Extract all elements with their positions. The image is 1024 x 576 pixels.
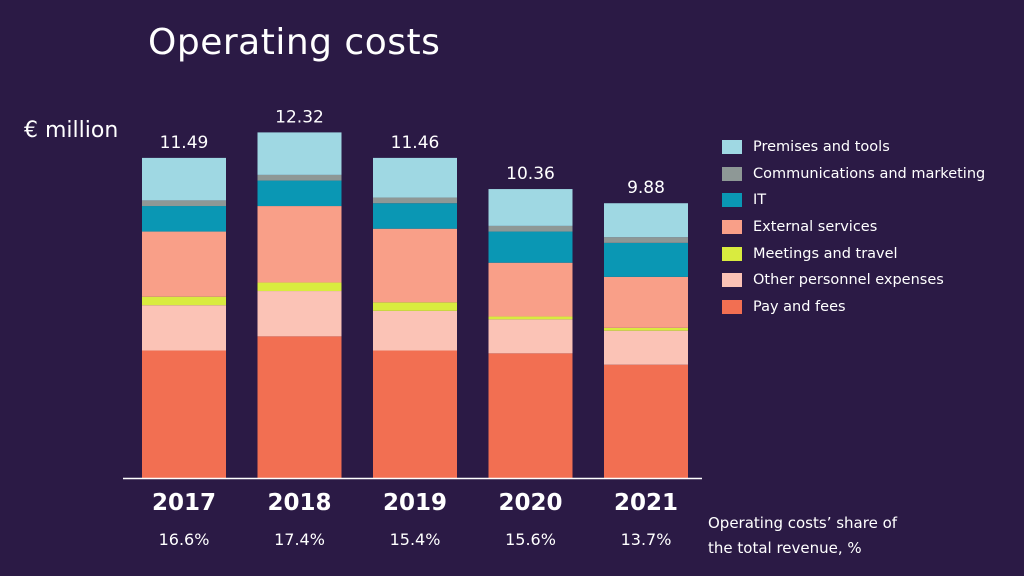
year-tick-label: 2021 — [614, 490, 678, 516]
legend-label: Meetings and travel — [753, 245, 898, 262]
total-label: 11.46 — [391, 133, 440, 153]
bar-segment — [373, 302, 457, 311]
bar-segment — [488, 353, 573, 478]
bar-segment — [604, 203, 688, 238]
legend: Premises and tools Communications and ma… — [722, 134, 985, 320]
bar-segment — [373, 310, 457, 351]
bar-segment — [142, 305, 226, 351]
legend-item: Pay and fees — [722, 294, 985, 321]
share-label: 17.4% — [274, 530, 325, 549]
legend-item: Other personnel expenses — [722, 267, 985, 294]
share-note-line: Operating costs’ share of — [708, 514, 898, 532]
legend-swatch — [722, 299, 742, 314]
bar-segment — [488, 316, 573, 320]
share-label: 13.7% — [621, 530, 672, 549]
bar-segment — [257, 336, 342, 478]
bar-segment — [488, 189, 573, 226]
total-label: 9.88 — [627, 178, 665, 198]
legend-swatch — [722, 166, 742, 181]
total-label: 10.36 — [506, 164, 555, 184]
bar-segment — [488, 319, 573, 354]
share-label: 15.4% — [390, 530, 441, 549]
bar-segment — [142, 206, 226, 232]
legend-item: Premises and tools — [722, 134, 985, 161]
bar-segment — [142, 231, 226, 297]
legend-label: Other personnel expenses — [753, 272, 944, 289]
bar-segment — [257, 291, 342, 337]
bar-segment — [488, 262, 573, 317]
bar-segment — [373, 350, 457, 478]
bar-segment — [373, 157, 457, 198]
chart-title: Operating costs — [148, 22, 441, 63]
legend-label: Pay and fees — [753, 298, 846, 315]
legend-label: External services — [753, 219, 878, 236]
bar-segment — [373, 228, 457, 303]
legend-swatch — [722, 246, 742, 261]
total-label: 12.32 — [275, 107, 324, 127]
bar-segment — [604, 364, 688, 478]
legend-swatch — [722, 140, 742, 155]
bar-segment — [604, 242, 688, 277]
bar-segment — [604, 327, 688, 331]
bar-segment — [604, 330, 688, 365]
year-tick-label: 2017 — [152, 490, 216, 516]
share-label: 15.6% — [505, 530, 556, 549]
legend-item: External services — [722, 214, 985, 241]
legend-swatch — [722, 273, 742, 288]
year-tick-label: 2020 — [498, 490, 562, 516]
bar-segment — [257, 206, 342, 283]
legend-label: Communications and marketing — [753, 165, 986, 182]
bar-segment — [257, 174, 342, 181]
bar-segment — [142, 200, 226, 207]
bar-segment — [142, 296, 226, 306]
bar-segment — [488, 231, 573, 263]
bar-segment — [604, 237, 688, 243]
legend-label: IT — [753, 192, 767, 209]
legend-item: Communications and marketing — [722, 161, 985, 188]
bar-segment — [142, 157, 226, 201]
share-note: Operating costs’ share of the total reve… — [708, 511, 897, 561]
bar-segment — [373, 203, 457, 229]
legend-item: Meetings and travel — [722, 240, 985, 267]
bar-segment — [142, 350, 226, 478]
year-tick-label: 2019 — [383, 490, 447, 516]
bar-segment — [488, 225, 573, 232]
share-note-line: the total revenue, % — [708, 539, 862, 557]
unit-label: € million — [24, 118, 119, 143]
year-tick-label: 2018 — [267, 490, 331, 516]
legend-swatch — [722, 220, 742, 235]
share-label: 16.6% — [159, 530, 210, 549]
legend-swatch — [722, 193, 742, 208]
bar-segment — [373, 197, 457, 204]
bar-segment — [257, 180, 342, 207]
bar-segment — [257, 282, 342, 292]
total-label: 11.49 — [160, 133, 209, 153]
bar-segment — [257, 132, 342, 175]
bar-segment — [604, 276, 688, 328]
legend-label: Premises and tools — [753, 139, 890, 156]
legend-item: IT — [722, 187, 985, 214]
